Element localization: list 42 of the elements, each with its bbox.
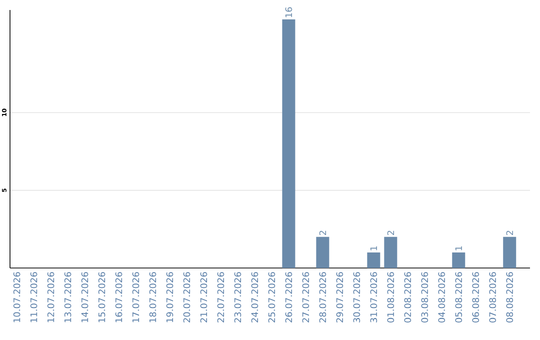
x-tick-label: 21.07.2026 — [200, 272, 208, 322]
bar — [503, 236, 516, 268]
x-tick-label: 24.07.2026 — [251, 272, 258, 322]
x-tick-label: 01.08.2026 — [387, 272, 394, 322]
x-tick-label: 04.08.2026 — [438, 272, 446, 322]
bar — [316, 236, 330, 268]
data-label: 2 — [506, 230, 513, 236]
bar — [452, 252, 466, 268]
bar — [282, 19, 296, 268]
x-tick-label: 23.07.2026 — [234, 272, 242, 322]
x-tick-label: 08.08.2026 — [506, 272, 514, 322]
x-tick-label: 18.07.2026 — [149, 272, 156, 322]
x-tick-label: 20.07.2026 — [183, 272, 190, 322]
data-label: 2 — [319, 230, 326, 236]
x-tick-label: 26.07.2026 — [285, 272, 292, 322]
x-tick-label: 07.08.2026 — [489, 272, 496, 322]
x-tick-label: 10.07.2026 — [13, 272, 20, 322]
data-label: 1 — [370, 246, 377, 250]
x-tick-label: 19.07.2026 — [166, 272, 174, 322]
x-tick-label: 17.07.2026 — [132, 272, 140, 322]
data-label: 16 — [285, 7, 292, 18]
x-tick-label: 29.07.2026 — [336, 272, 344, 322]
x-tick-label: 05.08.2026 — [455, 272, 462, 322]
x-tick-label: 12.07.2026 — [47, 272, 54, 322]
x-tick-label: 28.07.2026 — [319, 272, 326, 322]
x-tick-label: 11.07.2026 — [30, 272, 38, 322]
data-label: 2 — [387, 230, 394, 236]
x-tick-label: 15.07.2026 — [98, 272, 106, 322]
x-tick-label: 03.08.2026 — [421, 272, 428, 322]
x-tick-label: 25.07.2026 — [268, 272, 276, 322]
x-tick-label: 16.07.2026 — [115, 272, 122, 322]
x-tick-label: 27.07.2026 — [302, 272, 310, 322]
x-tick-label: 22.07.2026 — [217, 272, 224, 322]
x-tick-label: 30.07.2026 — [353, 272, 360, 322]
bar — [367, 252, 380, 268]
x-tick-label: 31.07.2026 — [370, 272, 378, 322]
x-tick-label: 06.08.2026 — [472, 272, 480, 322]
x-tick-label: 02.08.2026 — [404, 272, 412, 322]
bar — [384, 236, 398, 268]
data-label: 1 — [455, 246, 462, 250]
x-tick-label: 14.07.2026 — [81, 272, 88, 322]
x-tick-label: 13.07.2026 — [64, 272, 72, 322]
